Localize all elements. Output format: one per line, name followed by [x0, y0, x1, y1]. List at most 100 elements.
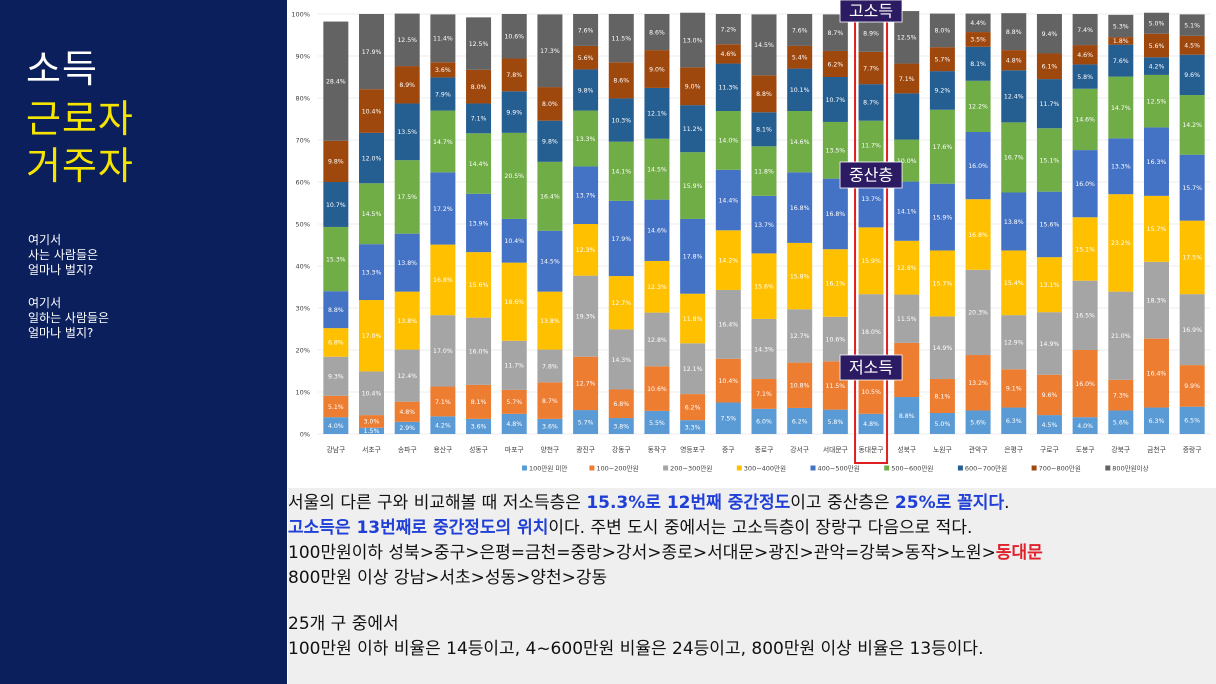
data-label: 10.0%: [897, 158, 917, 165]
bar-segment: [394, 233, 420, 292]
data-label: 4.8%: [399, 409, 415, 416]
bar-segment: [715, 358, 741, 403]
bar-segment: [501, 132, 527, 219]
data-label: 9.1%: [1006, 386, 1022, 393]
legend-label: 300~400만원: [744, 464, 786, 473]
data-label: 16.4%: [540, 194, 560, 201]
bar-segment: [573, 275, 599, 357]
y-tick-label: 50%: [296, 221, 310, 229]
data-label: 14.3%: [611, 357, 631, 364]
data-label: 5.7%: [506, 399, 522, 406]
bar-segment: [359, 132, 385, 184]
data-label: 12.3%: [647, 284, 667, 291]
data-label: 13.8%: [397, 260, 417, 267]
bar-segment: [1001, 192, 1027, 251]
bar-segment: [1179, 365, 1205, 407]
bar-segment: [1179, 406, 1205, 434]
data-label: 11.2%: [683, 126, 703, 133]
x-tick-label: 관악구: [969, 445, 988, 454]
data-label: 9.6%: [1184, 72, 1200, 79]
data-label: 4.8%: [863, 421, 879, 428]
bar-segment: [894, 397, 920, 434]
y-tick-label: 40%: [296, 263, 310, 271]
data-label: 11.7%: [504, 363, 524, 370]
bar-segment: [501, 262, 527, 341]
data-label: 13.9%: [469, 220, 489, 227]
bar-segment: [894, 294, 920, 343]
data-label: 10.6%: [826, 336, 846, 343]
stacked-bar-chart: 0% 10% 20% 30% 40% 50% 60% 70% 80% 90% 100% 4.0% 5.1…: [291, 0, 1210, 473]
data-label: 16.4%: [1147, 370, 1167, 377]
data-label: 16.0%: [469, 349, 489, 356]
bar-segment: [822, 316, 848, 362]
data-label: 3.0%: [364, 419, 380, 426]
bar-segment: [1143, 407, 1169, 434]
text-line-1-highlight-low: 15.3%로 12번째 중간정도: [586, 493, 791, 513]
data-label: 13.5%: [826, 148, 846, 155]
text-line-3-a: 100만원이하 성북>중구>은평=금천=중랑>강서>종로>서대문>광진>관악=강…: [288, 543, 996, 563]
x-tick-label: 성북구: [897, 445, 916, 454]
data-label: 7.9%: [435, 91, 451, 98]
data-label: 6.5%: [1184, 418, 1200, 425]
bar-segment: [573, 410, 599, 434]
bar-segment: [1072, 350, 1098, 418]
data-label: 4.6%: [1077, 52, 1093, 59]
data-label: 12.1%: [683, 366, 703, 373]
text-line-1-highlight-mid: 25%로 꼴지다: [894, 493, 1005, 513]
data-label: 14.2%: [718, 257, 738, 264]
bar-segment: [608, 418, 634, 434]
data-label: 9.9%: [506, 109, 522, 116]
bar-segment: [466, 69, 492, 104]
data-label: 5.0%: [1149, 21, 1165, 28]
data-label: 14.7%: [1111, 105, 1131, 112]
x-tick-label: 성동구: [469, 445, 488, 454]
data-label: 28.4%: [326, 79, 346, 86]
data-label: 15.7%: [1182, 185, 1202, 192]
data-label: 14.0%: [718, 138, 738, 145]
data-label: 6.3%: [1149, 418, 1165, 425]
data-label: 16.0%: [968, 163, 988, 170]
bar-segment: [822, 249, 848, 317]
bar-segment: [430, 77, 456, 111]
bar-segment: [359, 14, 385, 90]
bar-segment: [1143, 57, 1169, 75]
sidebar-para1-line: 여기서: [28, 233, 62, 247]
bar-segment: [1143, 195, 1169, 262]
data-label: 12.8%: [897, 265, 917, 272]
bar-segment: [537, 14, 563, 88]
bar-segment: [1108, 44, 1134, 77]
bar-segment: [644, 199, 670, 261]
data-label: 16.1%: [826, 280, 846, 287]
bar-segment: [1072, 417, 1098, 434]
data-label: 10.7%: [326, 202, 346, 209]
x-tick-label: 은평구: [1004, 445, 1023, 454]
data-label: 3.3%: [685, 424, 701, 431]
data-label: 11.5%: [611, 35, 631, 42]
bar-segment: [430, 172, 456, 245]
data-label: 16.8%: [433, 277, 453, 284]
callout-low-box: [839, 354, 903, 381]
data-label: 5.8%: [827, 419, 843, 426]
sidebar-para2-line: 일하는 사람들은: [28, 311, 110, 325]
data-label: 3.8%: [613, 423, 629, 430]
legend-swatch: [589, 465, 595, 471]
x-tick-label: 강동구: [612, 445, 631, 454]
data-label: 12.2%: [968, 104, 988, 111]
bar-segment: [715, 14, 741, 45]
data-label: 13.8%: [540, 318, 560, 325]
data-label: 10.4%: [362, 391, 382, 398]
bar-segment: [929, 109, 955, 184]
bar-segment: [359, 300, 385, 372]
data-label: 12.5%: [469, 41, 489, 48]
data-label: 10.4%: [718, 378, 738, 385]
data-label: 13.3%: [362, 269, 382, 276]
bar-segment: [787, 111, 813, 173]
data-label: 9.3%: [328, 374, 344, 381]
text-line-4: 800만원 이상 강남>서초>성동>양천>강동: [288, 568, 608, 588]
x-tick-label: 서초구: [362, 445, 381, 454]
bar-segment: [323, 226, 349, 292]
bar-segment: [751, 14, 777, 76]
data-label: 1.5%: [364, 428, 380, 435]
text-line-5: 25개 구 중에서: [288, 614, 399, 634]
bar-segment: [787, 45, 813, 69]
